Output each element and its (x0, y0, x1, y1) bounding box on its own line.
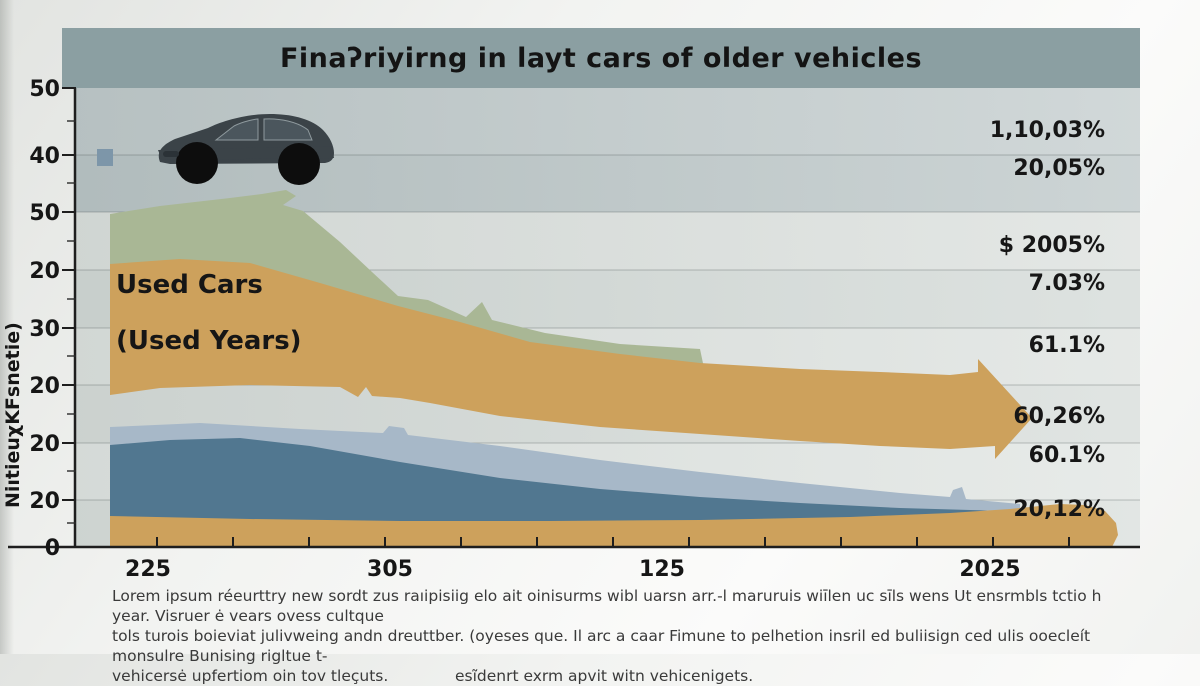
caption-line2: tols turois boieviat julivweing andn dre… (112, 627, 1091, 665)
x-tick-label: 225 (125, 557, 171, 582)
y-tick-label: 40 (29, 144, 60, 169)
caption-line3: vehicersė upfertiom oin tov tleçuts. esĩd… (112, 666, 1138, 686)
y-axis-title: NiıtieuχKFsnetie) (2, 322, 24, 508)
caption: Lorem ipsum réeurttry new sordt zus raıi… (112, 586, 1138, 686)
series-label-line2: (Used Years) (116, 326, 302, 356)
x-tick-label: 2025 (959, 557, 1021, 582)
annotation-label: 1,10,03% (989, 118, 1105, 143)
annotation-label: $ 2005% (998, 233, 1105, 258)
caption-line1: Lorem ipsum réeurttry new sordt zus raıi… (112, 587, 1102, 625)
y-tick-label: 20 (29, 489, 60, 514)
y-tick-label: 30 (29, 317, 60, 342)
chart-graphics (8, 87, 1140, 549)
y-tick-label: 20 (29, 432, 60, 457)
caption-line3b: esĩdenrt exrm apvit witn vehicenigets. (455, 667, 754, 685)
y-tick-label: 0 (44, 536, 60, 561)
area-series-steel (110, 438, 1005, 530)
x-tick-label: 305 (367, 557, 413, 582)
area-series-bottom-tan (110, 504, 1118, 547)
area-series-tan-arrow (110, 259, 1032, 459)
series-label-used-cars: Used Cars (Used Years) (116, 270, 302, 356)
annotation-label: 20,05% (1013, 156, 1105, 181)
caption-line3a: vehicersė upfertiom oin tov tleçuts. (112, 667, 389, 685)
series-label-line1: Used Cars (116, 270, 263, 300)
annotation-label: 61.1% (1028, 333, 1105, 358)
chart-canvas: Finaʔriyirng in layt cars of older vehic… (0, 0, 1140, 685)
y-axis-ticks (62, 87, 76, 548)
chart-title: Finaʔriyirng in layt cars of older vehic… (279, 42, 923, 74)
y-tick-label: 50 (29, 77, 60, 102)
y-tick-label: 20 (29, 374, 60, 399)
chart-title-bar: Finaʔriyirng in layt cars of older vehic… (62, 28, 1140, 88)
x-tick-label: 125 (639, 557, 685, 582)
y-tick-label: 20 (29, 259, 60, 284)
x-axis-ticks (156, 537, 1070, 547)
annotation-label: 60,26% (1013, 404, 1105, 429)
annotation-label: 20,12% (1013, 497, 1105, 522)
y-tick-label: 50 (29, 201, 60, 226)
legend-swatch-icon (97, 149, 113, 166)
annotation-label: 7.03% (1028, 271, 1105, 296)
annotation-label: 60.1% (1028, 443, 1105, 468)
car-icon (158, 114, 334, 185)
